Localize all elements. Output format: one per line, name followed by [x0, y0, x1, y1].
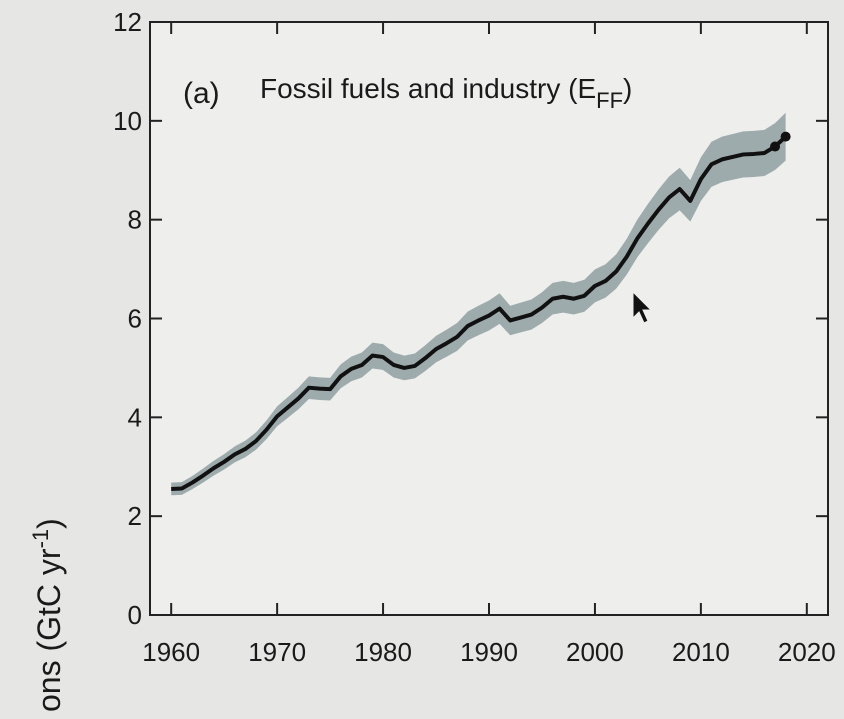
uncertainty-band [171, 112, 786, 496]
panel-label: (a) [183, 77, 220, 110]
y-tick-label: 6 [128, 304, 142, 334]
title-end: ) [623, 73, 632, 104]
y-tick-label: 10 [113, 106, 142, 136]
x-tick-label: 2010 [672, 637, 730, 667]
y-label-text: ons (GtC yr [31, 548, 67, 712]
x-tick-label: 1980 [354, 637, 412, 667]
chart-title: Fossil fuels and industry (EFF) [260, 73, 632, 113]
x-tick-label: 1990 [460, 637, 518, 667]
mouse-cursor [632, 290, 653, 324]
y-axis-label: ons (GtC yr-1) [28, 518, 67, 712]
y-tick-label: 0 [128, 600, 142, 630]
title-text: Fossil fuels and industry (E [260, 73, 596, 104]
end-marker [780, 131, 791, 142]
y-label-end: ) [31, 518, 67, 529]
y-tick-label: 2 [128, 501, 142, 531]
x-tick-label: 1970 [248, 637, 306, 667]
end-marker [770, 141, 781, 152]
y-tick-label: 8 [128, 205, 142, 235]
plot [171, 112, 791, 496]
x-tick-label: 2000 [566, 637, 624, 667]
title-subscript: FF [596, 88, 623, 113]
line [171, 135, 787, 491]
y-tick-label: 12 [113, 7, 142, 37]
x-tick-label: 2020 [778, 637, 836, 667]
y-tick-label: 4 [128, 402, 142, 432]
y-label-superscript: -1 [28, 529, 53, 549]
x-tick-label: 1960 [142, 637, 200, 667]
